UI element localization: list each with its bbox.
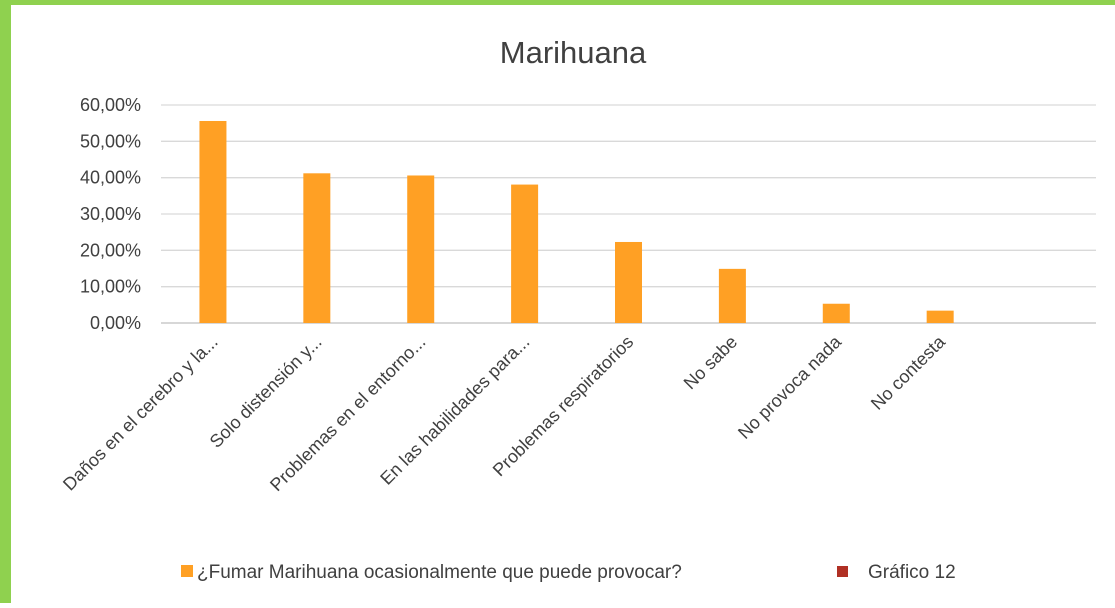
y-axis-ticks: 0,00% 10,00% 20,00% 30,00% 40,00% 50,00% 60,00…: [80, 95, 141, 333]
legend-label: ¿Fumar Marihuana ocasionalmente que pued…: [197, 562, 682, 583]
x-tick-label: No sabe: [680, 332, 742, 394]
chart-title: Marihuana: [500, 35, 647, 70]
chart-canvas: Marihuana 0,00% 10,00% 20,00% 30,00% 40,00% 5…: [59, 35, 1096, 583]
x-tick-label: Solo distensión y...: [206, 332, 326, 452]
bar: [511, 184, 539, 323]
y-tick-label: 50,00%: [80, 131, 141, 151]
bar: [926, 310, 954, 323]
y-tick-label: 10,00%: [80, 277, 141, 297]
y-tick-label: 20,00%: [80, 240, 141, 260]
bar: [822, 303, 850, 323]
legend-label: Gráfico 12: [868, 562, 956, 583]
y-tick-label: 30,00%: [80, 204, 141, 224]
x-tick-label: No contesta: [867, 331, 950, 414]
x-tick-label: Daños en el cerebro y la...: [59, 332, 222, 495]
legend-swatch: [837, 566, 848, 577]
legend: ¿Fumar Marihuana ocasionalmente que pued…: [181, 562, 956, 583]
bar: [615, 241, 642, 323]
bar: [718, 268, 746, 323]
bar: [407, 175, 435, 323]
x-axis-labels: Daños en el cerebro y la...Solo distensi…: [59, 331, 950, 495]
bar: [199, 120, 227, 323]
x-tick-label: No provoca nada: [734, 331, 846, 443]
bar: [303, 173, 331, 323]
y-tick-label: 40,00%: [80, 168, 141, 188]
bars: [199, 120, 954, 323]
legend-swatch: [181, 565, 193, 577]
y-tick-label: 60,00%: [80, 95, 141, 115]
y-tick-label: 0,00%: [90, 313, 141, 333]
